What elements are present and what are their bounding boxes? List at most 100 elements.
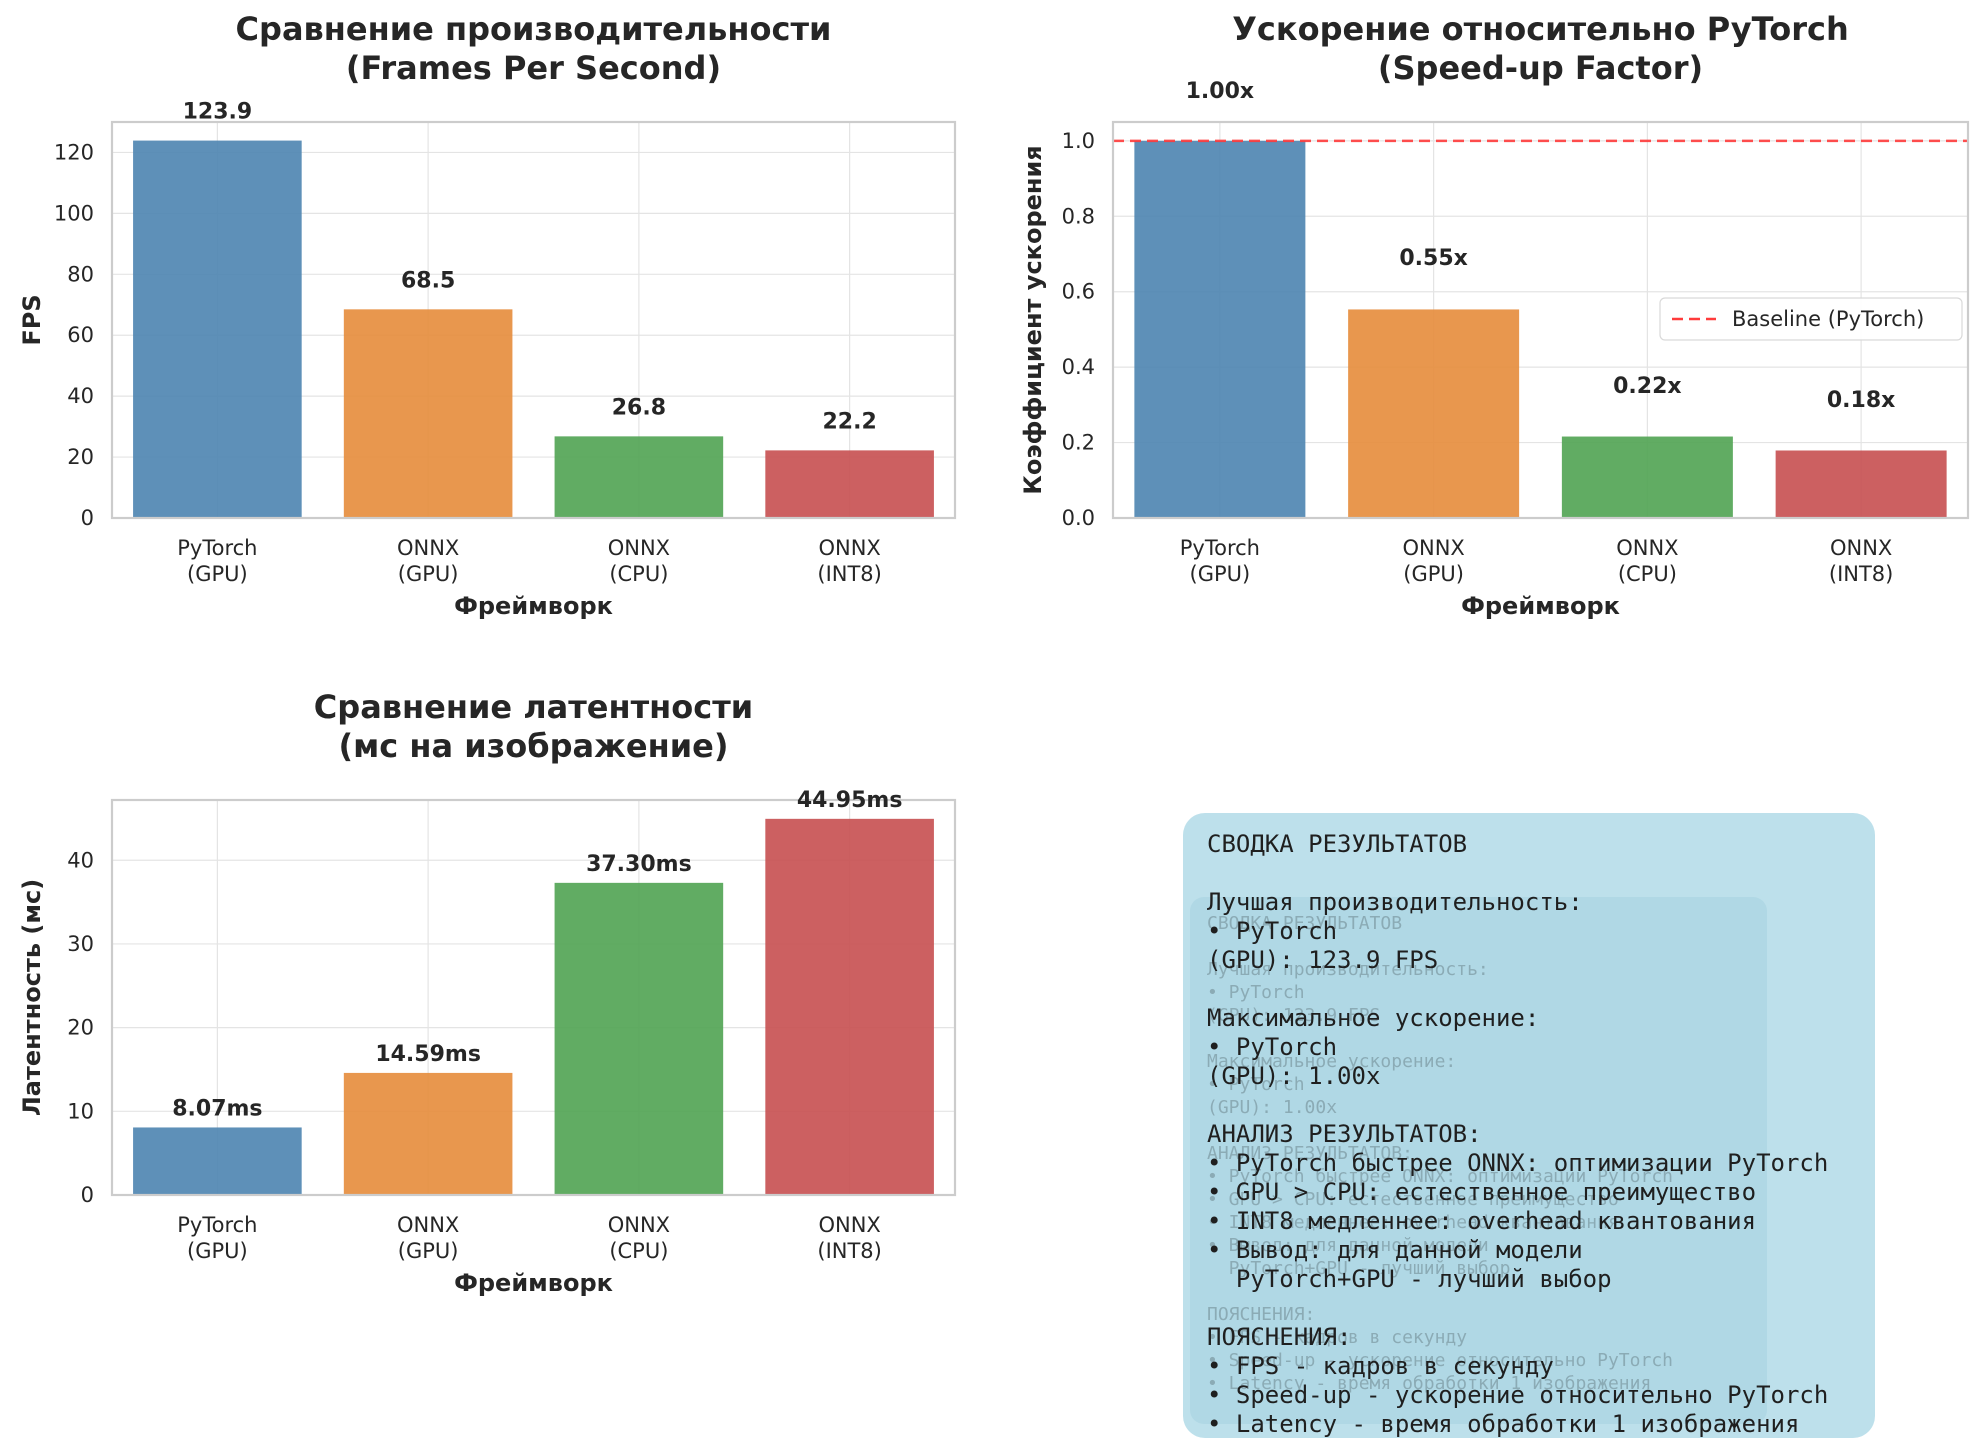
y-tick-label: 10 [67, 1099, 94, 1123]
summary-text: СВОДКА РЕЗУЛЬТАТОВ Лучшая производительн… [1207, 830, 1829, 1438]
bar [765, 818, 934, 1195]
chart-title: Сравнение латентности (мс на изображение) [314, 688, 753, 765]
x-tick-label-line: ONNX [818, 536, 880, 560]
value-label: 0.55x [1399, 246, 1467, 271]
x-tick-label: ONNX (INT8) [817, 536, 881, 586]
x-tick-label-line: ONNX [397, 1213, 459, 1237]
value-label: 26.8 [612, 395, 666, 420]
y-tick-label: 0.0 [1062, 506, 1095, 530]
y-tick-label: 0.8 [1062, 204, 1095, 228]
y-tick-label: 0 [81, 1183, 94, 1207]
x-tick-label-line: ONNX [1830, 536, 1892, 560]
x-tick-label: ONNX (INT8) [817, 1213, 881, 1263]
axes-frame [110, 798, 957, 1197]
bar [1561, 436, 1733, 518]
chart-title: Ускорение относительно PyTorch (Speed-up … [1232, 10, 1849, 87]
value-label: 1.00x [1186, 79, 1254, 104]
y-tick-label: 0 [81, 506, 94, 530]
x-tick-label-line: ONNX [818, 1213, 880, 1237]
x-tick-label: ONNX (GPU) [397, 1213, 459, 1263]
x-tick-label: PyTorch (GPU) [177, 536, 257, 586]
summary-ghost-text: СВОДКА РЕЗУЛЬТАТОВ Лучшая производительн… [1207, 913, 1673, 1394]
x-tick-label-line: (GPU) [398, 562, 459, 586]
bar [1348, 309, 1520, 518]
x-tick-label-line: PyTorch [177, 536, 257, 560]
y-tick-label: 60 [67, 323, 94, 347]
chart-2: Baseline (PyTorch) 0.0 0.2 0.4 0.6 0.8 1.0 PyTo… [1019, 10, 1970, 620]
x-tick-label-line: (GPU) [187, 1239, 248, 1263]
x-tick-label-line: ONNX [397, 536, 459, 560]
value-label: 8.07ms [172, 1096, 262, 1121]
y-tick-label: 1.0 [1062, 129, 1095, 153]
x-tick-label-line: (GPU) [187, 562, 248, 586]
bar [133, 140, 302, 518]
value-label: 123.9 [183, 100, 253, 125]
x-tick-label: ONNX (GPU) [1402, 536, 1464, 586]
x-tick-label-line: PyTorch [1180, 536, 1260, 560]
y-axis-label: Коэффициент ускорения [1019, 145, 1047, 494]
value-label: 14.59ms [375, 1042, 481, 1067]
bar [765, 450, 934, 518]
chart-title-line: Ускорение относительно PyTorch [1232, 10, 1849, 48]
y-tick-label: 40 [67, 384, 94, 408]
x-tick-label: ONNX (CPU) [608, 1213, 670, 1263]
bar [1775, 450, 1947, 518]
value-label: 22.2 [822, 409, 876, 434]
bar [554, 436, 724, 518]
y-tick-label: 0.4 [1062, 355, 1095, 379]
x-tick-label-line: (GPU) [398, 1239, 459, 1263]
y-tick-label: 0.6 [1062, 280, 1095, 304]
x-axis-label: Фреймворк [454, 1269, 613, 1297]
x-tick-label-line: ONNX [608, 536, 670, 560]
x-tick-label: ONNX (GPU) [397, 536, 459, 586]
y-tick-label: 80 [67, 262, 94, 286]
y-axis-label: Латентность (мс) [18, 879, 46, 1116]
x-tick-label-line: ONNX [1402, 536, 1464, 560]
x-tick-label-line: (CPU) [609, 562, 668, 586]
y-tick-label: 0.2 [1062, 431, 1095, 455]
chart-title-line: (мс на изображение) [339, 727, 729, 765]
axes-frame [110, 120, 957, 520]
y-tick-label: 30 [67, 932, 94, 956]
y-tick-label: 100 [54, 201, 94, 225]
y-tick-label: 120 [54, 140, 94, 164]
x-tick-label: ONNX (CPU) [608, 536, 670, 586]
x-tick-label-line: (CPU) [1618, 562, 1677, 586]
value-label: 68.5 [401, 268, 455, 293]
x-tick-label-line: (INT8) [817, 1239, 881, 1263]
x-tick-label-line: PyTorch [177, 1213, 257, 1237]
x-tick-label-line: (INT8) [1829, 562, 1893, 586]
y-tick-label: 20 [67, 1016, 94, 1040]
chart-title-line: Сравнение латентности [314, 688, 753, 726]
x-tick-label-line: (GPU) [1403, 562, 1464, 586]
value-label: 37.30ms [586, 852, 692, 877]
y-axis-label: FPS [18, 294, 46, 345]
x-tick-label: ONNX (CPU) [1616, 536, 1678, 586]
value-label: 0.18x [1827, 388, 1895, 413]
bar [1134, 140, 1306, 518]
x-tick-label: PyTorch (GPU) [1180, 536, 1260, 586]
chart-title-line: Сравнение производительности [236, 10, 832, 48]
x-tick-label-line: (CPU) [609, 1239, 668, 1263]
x-tick-label-line: (INT8) [817, 562, 881, 586]
bar [133, 1127, 302, 1195]
axes-frame [1111, 120, 1970, 520]
x-tick-label-line: ONNX [1616, 536, 1678, 560]
chart-title-line: (Frames Per Second) [346, 49, 721, 87]
x-tick-label-line: ONNX [608, 1213, 670, 1237]
bar [343, 309, 513, 518]
x-axis-label: Фреймворк [1461, 592, 1620, 620]
x-tick-label: ONNX (INT8) [1829, 536, 1893, 586]
x-axis-label: Фреймворк [454, 592, 613, 620]
legend-box [1659, 297, 1963, 341]
legend-label: Baseline (PyTorch) [1732, 307, 1924, 331]
summary-panel-shadow [1190, 897, 1767, 1424]
y-tick-label: 20 [67, 445, 94, 469]
value-label: 0.22x [1613, 374, 1681, 399]
chart-title: Сравнение производительности (Frames Per … [236, 10, 832, 87]
value-label: 44.95ms [797, 788, 903, 813]
x-tick-label-line: (GPU) [1190, 562, 1251, 586]
